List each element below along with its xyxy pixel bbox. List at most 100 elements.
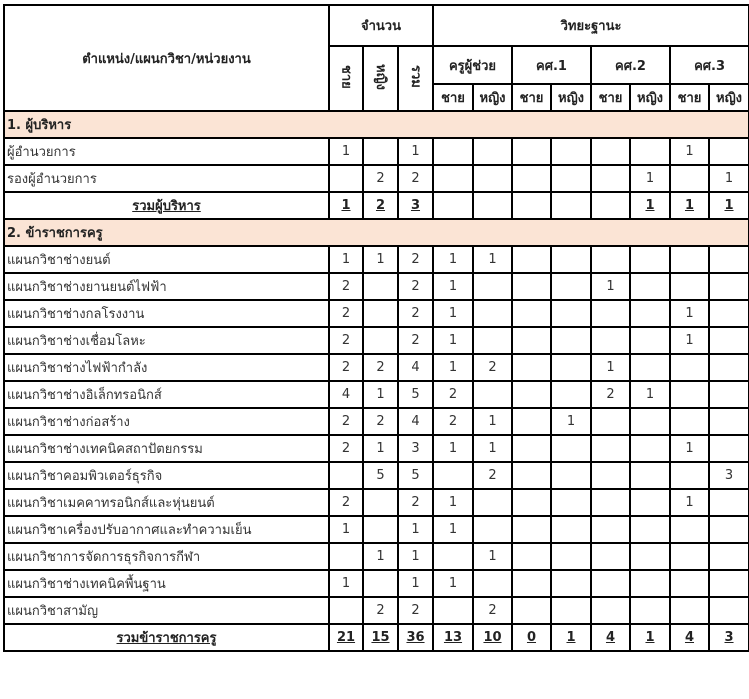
cell-value (590, 515, 631, 544)
gender-header: หญิง (550, 83, 592, 112)
cell-value (590, 434, 631, 463)
cell-value: 1 (472, 542, 513, 571)
cell-value (511, 569, 552, 598)
cell-value (707, 380, 749, 409)
cell-value (432, 542, 474, 571)
cell-value (362, 272, 399, 301)
cell-value: 4 (669, 623, 710, 652)
row-label: รองผู้อำนวยการ (3, 164, 330, 193)
cell-value (669, 272, 710, 301)
table-row: รองผู้อำนวยการ 2 2 1 1 (3, 164, 749, 193)
cell-value: 2 (397, 164, 434, 193)
rank-group-header: วิทยะฐานะ (431, 4, 749, 47)
cell-value (550, 272, 592, 301)
row-label: แผนกวิชาสามัญ (3, 596, 330, 625)
cell-value: 1 (328, 137, 364, 166)
cell-value: 1 (550, 623, 592, 652)
cell-value: 1 (432, 353, 474, 382)
cell-value (472, 515, 513, 544)
cell-value (629, 461, 671, 490)
row-label: แผนกวิชาช่างเทคนิคพื้นฐาน (3, 569, 330, 598)
cell-value (590, 137, 631, 166)
table-row: แผนกวิชาช่างยนต์ 1 1 2 1 1 (3, 245, 749, 274)
gender-header: หญิง (629, 83, 671, 112)
cell-value (629, 353, 671, 382)
cell-value: 2 (432, 380, 474, 409)
section-title: 1. ผู้บริหาร (2, 110, 749, 139)
cell-value (511, 434, 552, 463)
cell-value: 2 (328, 326, 364, 355)
cell-value (669, 407, 710, 436)
cell-value: 2 (362, 164, 399, 193)
row-label: แผนกวิชาช่างเทคนิคสถาปัตยกรรม (3, 434, 330, 463)
cell-value: 2 (328, 353, 364, 382)
cell-value (550, 353, 592, 382)
cell-value (629, 515, 671, 544)
cell-value (707, 137, 749, 166)
cell-value: 36 (397, 623, 434, 652)
cell-value (629, 542, 671, 571)
cell-value: 2 (397, 488, 434, 517)
cell-value: 1 (432, 434, 474, 463)
table-row: แผนกวิชาคอมพิวเตอร์ธุรกิจ 5 5 2 3 (3, 461, 749, 490)
cell-value: 2 (472, 596, 513, 625)
cell-value (472, 272, 513, 301)
total-row: รวมผู้บริหาร 1 2 3 1 1 1 (3, 191, 749, 220)
cell-value (511, 164, 552, 193)
cell-value (669, 542, 710, 571)
cell-value: 3 (397, 191, 434, 220)
cell-value (511, 542, 552, 571)
cell-value (707, 515, 749, 544)
gender-header: ชาย (590, 83, 631, 112)
cell-value (629, 299, 671, 328)
cell-value (669, 245, 710, 274)
cell-value (511, 299, 552, 328)
table-row: แผนกวิชาช่างกลโรงงาน 2 2 1 1 (3, 299, 749, 328)
cell-value (472, 326, 513, 355)
cell-value (362, 569, 399, 598)
cell-value: 2 (472, 353, 513, 382)
cell-value: 2 (328, 434, 364, 463)
cell-value (550, 191, 592, 220)
cell-value: 1 (590, 353, 631, 382)
cell-value (669, 461, 710, 490)
cell-value (550, 596, 592, 625)
table-row: แผนกวิชาเมคคาทรอนิกส์และหุ่นยนต์ 2 2 1 1 (3, 488, 749, 517)
cell-value: 1 (397, 137, 434, 166)
rank-header: ครูผู้ช่วย (432, 45, 513, 85)
cell-value: 3 (707, 623, 749, 652)
cell-value (511, 353, 552, 382)
cell-value (590, 326, 631, 355)
cell-value (707, 353, 749, 382)
table-row: แผนกวิชาช่างไฟฟ้ากำลัง 2 2 4 1 2 1 (3, 353, 749, 382)
gender-header: ชาย (432, 83, 474, 112)
gender-header: ชาย (669, 83, 710, 112)
cell-value: 1 (362, 542, 399, 571)
cell-value: 1 (550, 407, 592, 436)
table-row: แผนกวิชาช่างยานยนต์ไฟฟ้า 2 2 1 1 (3, 272, 749, 301)
table-row: แผนกวิชาสามัญ 2 2 2 (3, 596, 749, 625)
cell-value (511, 137, 552, 166)
cell-value (362, 488, 399, 517)
cell-value: 2 (397, 299, 434, 328)
row-label: แผนกวิชาช่างไฟฟ้ากำลัง (3, 353, 330, 382)
cell-value: 1 (669, 299, 710, 328)
cell-value: 2 (328, 407, 364, 436)
count-group-header: จำนวน (328, 4, 434, 47)
row-label: รวมผู้บริหาร (3, 191, 330, 220)
cell-value: 5 (397, 380, 434, 409)
cell-value (590, 488, 631, 517)
cell-value (550, 461, 592, 490)
cell-value (707, 596, 749, 625)
cell-value (511, 407, 552, 436)
cell-value (707, 569, 749, 598)
cell-value (362, 515, 399, 544)
staff-table: ตำแหน่ง/แผนกวิชา/หน่วยงาน จำนวน วิทยะฐาน… (2, 4, 749, 652)
cell-value (511, 488, 552, 517)
cell-value (707, 272, 749, 301)
cell-value: 10 (472, 623, 513, 652)
cell-value: 1 (362, 380, 399, 409)
cell-value: 15 (362, 623, 399, 652)
cell-value: 1 (707, 191, 749, 220)
cell-value (590, 191, 631, 220)
